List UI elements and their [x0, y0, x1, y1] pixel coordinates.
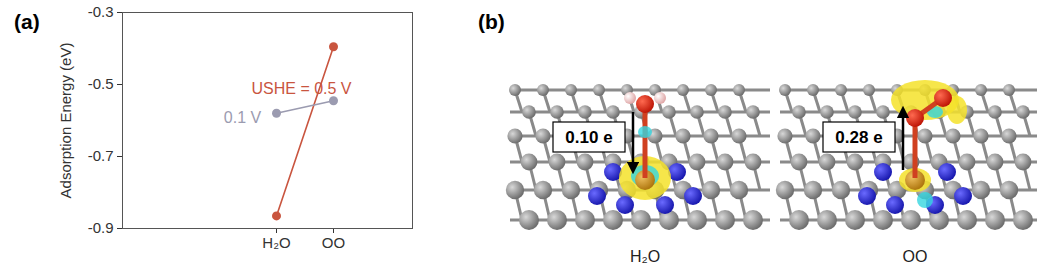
svg-text:H₂O: H₂O	[262, 234, 290, 251]
svg-text:0.1 V: 0.1 V	[224, 109, 262, 126]
svg-text:USHE = 0.5 V: USHE = 0.5 V	[251, 80, 351, 97]
svg-text:-0.3: -0.3	[88, 3, 114, 20]
html-text:(a): (a)	[14, 10, 40, 33]
svg-text:0.10 e: 0.10 e	[565, 128, 612, 147]
svg-text:-0.7: -0.7	[88, 147, 114, 164]
svg-text:Adsorption Energy (eV): Adsorption Energy (eV)	[57, 43, 74, 199]
svg-text:-0.9: -0.9	[88, 219, 114, 236]
svg-text:-0.5: -0.5	[88, 75, 114, 92]
svg-text:OO: OO	[322, 234, 345, 251]
svg-text:OO: OO	[903, 248, 928, 265]
svg-text:H₂O: H₂O	[630, 248, 660, 265]
svg-text:0.28 e: 0.28 e	[835, 128, 882, 147]
html-text:(b): (b)	[478, 10, 505, 33]
